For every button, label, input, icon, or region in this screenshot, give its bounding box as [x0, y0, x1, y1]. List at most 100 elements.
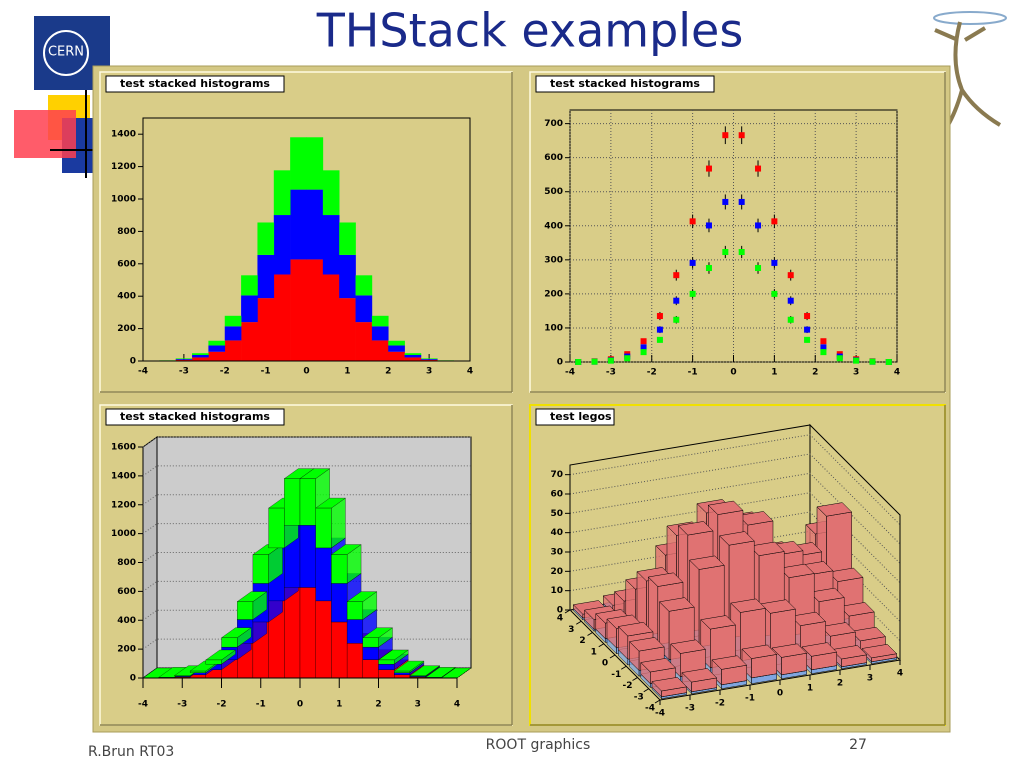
bar-front — [221, 637, 238, 648]
bar — [224, 340, 242, 361]
x-tick-label: -3 — [685, 704, 695, 714]
y-tick-label: 500 — [544, 187, 563, 197]
lego-bar — [771, 643, 808, 676]
z-tick-label: 50 — [550, 509, 563, 519]
point — [820, 338, 827, 345]
bar-front — [315, 507, 332, 549]
logo-text: CERN — [48, 45, 84, 60]
bar-front — [299, 525, 316, 588]
lego-bar — [711, 655, 748, 686]
lego-bar — [741, 644, 778, 679]
point — [689, 290, 696, 297]
bar — [208, 345, 226, 352]
pad-title: test stacked histograms — [120, 77, 270, 90]
bar — [420, 358, 438, 360]
z-tick-label: 0 — [557, 606, 563, 616]
point — [738, 249, 745, 256]
x-tick-label: 0 — [730, 368, 736, 378]
y-tick-label: 1000 — [111, 195, 136, 205]
lego-top — [730, 598, 767, 613]
lego-top — [658, 597, 695, 612]
x-tick-label: -1 — [261, 367, 271, 377]
y-tick-label: 600 — [117, 259, 136, 269]
bar — [388, 340, 405, 346]
pad-title: test stacked histograms — [120, 410, 270, 423]
x-tick-label: 1 — [807, 684, 813, 694]
lego-top — [801, 642, 838, 657]
bar — [322, 215, 340, 275]
bar — [273, 170, 291, 216]
y-tick-label: 1000 — [111, 529, 136, 539]
bar — [224, 315, 242, 327]
bar — [306, 259, 324, 361]
bar-front — [346, 643, 363, 679]
point — [705, 165, 712, 172]
bar — [355, 295, 373, 323]
pad-title-box — [105, 75, 285, 93]
grid-line — [569, 434, 901, 526]
point — [705, 222, 712, 229]
bar-front — [252, 554, 269, 584]
x-tick-label: 0 — [297, 700, 303, 710]
bar-front — [205, 659, 222, 665]
y-tick-label: 200 — [117, 324, 136, 334]
y-tick-label: 1600 — [111, 443, 136, 453]
lego-top — [628, 637, 665, 652]
bar — [404, 353, 422, 356]
bar — [371, 340, 389, 361]
x-tick-label: 3 — [426, 367, 432, 377]
x-tick-label: -1 — [745, 694, 755, 704]
y-tick — [587, 632, 593, 636]
bar — [175, 359, 193, 361]
atlas-ring — [933, 11, 1007, 25]
pad-title: test stacked histograms — [550, 77, 700, 90]
bar-front — [394, 670, 411, 673]
point — [771, 259, 778, 266]
bar-front — [284, 587, 301, 679]
bar — [208, 340, 226, 346]
y-tick — [620, 665, 627, 670]
lego-top — [711, 655, 748, 670]
grid-line — [569, 492, 901, 584]
x-tick-label: 2 — [375, 700, 381, 710]
lego-bar — [651, 677, 688, 698]
bar — [192, 353, 209, 356]
bar — [355, 275, 373, 296]
y-tick — [632, 677, 638, 681]
point — [853, 357, 860, 364]
point — [771, 290, 778, 297]
point — [804, 336, 811, 343]
bar — [257, 222, 275, 255]
point — [705, 265, 712, 272]
bar — [257, 254, 275, 299]
lego-top — [670, 639, 707, 654]
bar-front — [409, 675, 426, 677]
bar — [378, 649, 409, 665]
lego-top — [677, 521, 714, 536]
footer-page: 27 — [849, 737, 867, 753]
bar — [388, 351, 405, 361]
footer-topic: ROOT graphics — [486, 737, 591, 753]
x-tick-label: 4 — [467, 367, 473, 377]
x-tick-label: 0 — [303, 367, 309, 377]
y-tick-label: 600 — [117, 587, 136, 597]
point — [885, 359, 892, 365]
point — [656, 326, 663, 333]
point — [591, 358, 598, 365]
bar — [290, 137, 307, 190]
y-tick — [609, 654, 616, 659]
z-tick-label: 40 — [550, 528, 563, 538]
point — [836, 355, 843, 362]
y-tick-label: 100 — [544, 323, 563, 333]
pad-title: test legos — [550, 410, 612, 423]
slide-title: THStack examples — [316, 4, 744, 58]
x-tick-label: -3 — [179, 367, 189, 377]
point — [722, 249, 729, 256]
point — [656, 313, 663, 320]
x-tick-label: 1 — [344, 367, 350, 377]
lego-top — [647, 572, 684, 587]
point — [755, 222, 762, 229]
bar-front — [346, 601, 363, 620]
bar — [404, 357, 422, 361]
bar-front — [299, 587, 316, 679]
